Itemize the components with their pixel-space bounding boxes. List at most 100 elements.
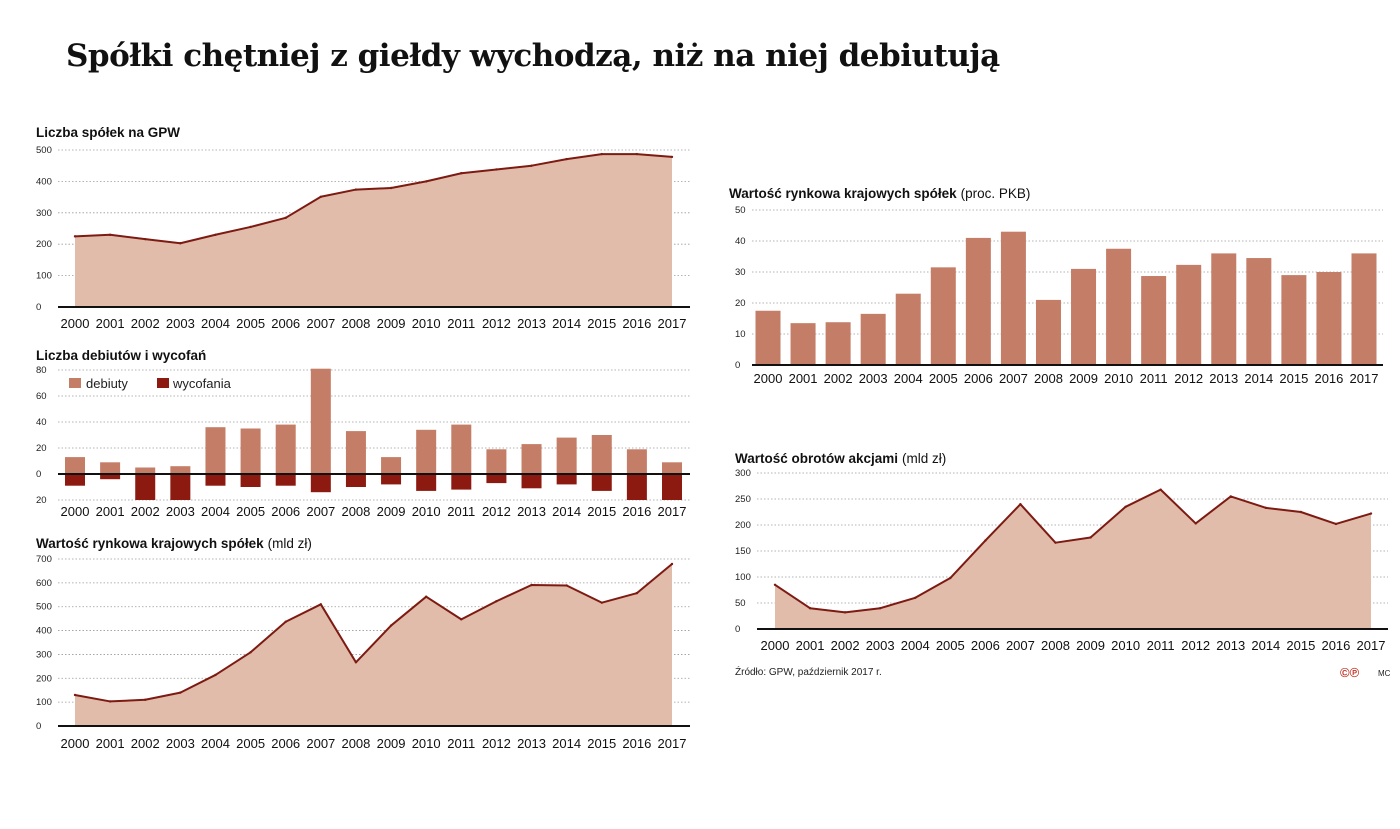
y-tick-label: 300	[36, 649, 52, 660]
x-tick-label: 2002	[131, 504, 160, 519]
x-tick-label: 2012	[482, 736, 511, 751]
bar-debiuty	[310, 368, 331, 474]
x-tick-label: 2008	[1041, 638, 1070, 653]
x-tick-label: 2007	[1006, 638, 1035, 653]
bar-wycofania	[205, 474, 226, 486]
data-point	[354, 188, 358, 191]
x-tick-label: 2000	[61, 316, 90, 331]
bar	[755, 310, 781, 365]
y-tick-label: 500	[36, 145, 52, 156]
bar	[1281, 275, 1307, 365]
data-point	[495, 600, 498, 603]
chart-title: Liczba debiutów i wycofań	[36, 348, 206, 363]
bar	[860, 313, 886, 365]
x-tick-label: 2005	[236, 316, 265, 331]
x-tick-label: 2005	[929, 371, 958, 386]
data-point	[214, 673, 217, 677]
data-point	[214, 233, 217, 236]
data-point	[179, 691, 182, 694]
x-tick-label: 2001	[796, 638, 825, 653]
bar-debiuty	[275, 424, 296, 474]
bar-debiuty	[345, 431, 366, 474]
data-point	[73, 235, 77, 238]
x-tick-label: 2003	[166, 504, 195, 519]
x-tick-label: 2011	[447, 504, 475, 519]
y-tick-label: 80	[36, 365, 47, 376]
y-tick-label: 20	[735, 298, 746, 309]
x-tick-label: 2001	[789, 371, 818, 386]
bar	[825, 322, 851, 365]
data-point	[530, 583, 533, 587]
chart-title-main: Liczba spółek na GPW	[36, 125, 180, 140]
x-tick-label: 2009	[1069, 371, 1098, 386]
data-point	[914, 596, 917, 599]
data-point	[73, 693, 77, 697]
x-tick-label: 2006	[271, 736, 300, 751]
data-point	[1229, 495, 1232, 498]
data-point	[319, 195, 323, 198]
y-tick-label: 100	[36, 271, 52, 282]
x-tick-label: 2015	[587, 316, 616, 331]
bar-debiuty	[591, 435, 612, 474]
data-point	[249, 651, 252, 654]
data-point	[284, 620, 287, 623]
data-point	[773, 583, 777, 586]
x-tick-label: 2013	[1209, 371, 1238, 386]
series-area	[775, 489, 1371, 629]
bar	[1316, 272, 1342, 365]
data-point	[843, 611, 847, 614]
data-point	[460, 172, 463, 175]
y-tick-label: 20	[36, 495, 47, 506]
bar-wycofania	[275, 474, 296, 486]
x-tick-label: 2004	[201, 736, 230, 751]
bar-wycofania	[135, 474, 156, 500]
data-point	[565, 157, 568, 161]
chart-debiuty-wycofania: Liczba debiutów i wycofań80604020020debi…	[36, 348, 690, 519]
x-tick-label: 2006	[271, 316, 300, 331]
x-tick-label: 2017	[658, 736, 687, 751]
data-point	[1299, 510, 1303, 514]
page-title: Spółki chętniej z giełdy wychodzą, niż n…	[66, 38, 1000, 74]
x-tick-label: 2011	[1140, 371, 1168, 386]
bar-wycofania	[451, 474, 472, 490]
data-point	[1124, 505, 1127, 508]
x-tick-label: 2012	[482, 316, 511, 331]
data-point	[1264, 506, 1268, 510]
data-point	[389, 624, 393, 627]
legend-swatch-debiuty	[69, 378, 81, 388]
x-tick-label: 2015	[1279, 371, 1308, 386]
chart-wartosc-obrotow: Wartość obrotów akcjami (mld zł) 0 50 100 150…	[735, 451, 1388, 653]
x-tick-label: 2009	[377, 736, 406, 751]
data-point	[600, 601, 603, 604]
y-tick-label: 300	[735, 468, 751, 479]
bar-wycofania	[100, 474, 121, 480]
x-tick-label: 2002	[131, 736, 160, 751]
data-point	[670, 562, 674, 566]
bar-wycofania	[345, 474, 366, 487]
bar-debiuty	[451, 424, 472, 474]
bar	[1106, 248, 1132, 365]
x-tick-label: 2003	[166, 316, 195, 331]
bar-debiuty	[521, 444, 542, 474]
bar-wycofania	[486, 474, 507, 484]
x-tick-label: 2009	[377, 504, 406, 519]
bar-debiuty	[486, 449, 507, 474]
x-tick-label: 2017	[1350, 371, 1379, 386]
chart-title-main: Wartość rynkowa krajowych spółek	[729, 186, 957, 201]
bar	[1141, 276, 1167, 365]
x-tick-label: 2000	[761, 638, 790, 653]
y-tick-label: 0	[735, 624, 740, 635]
x-tick-label: 2004	[894, 371, 923, 386]
x-tick-label: 2002	[824, 371, 853, 386]
y-tick-label: 100	[36, 697, 52, 708]
x-tick-label: 2006	[964, 371, 993, 386]
x-tick-label: 2003	[859, 371, 888, 386]
bar-debiuty	[381, 457, 402, 474]
x-tick-label: 2016	[1321, 638, 1350, 653]
y-tick-label: 400	[36, 626, 52, 637]
x-tick-label: 2001	[96, 504, 125, 519]
bar	[895, 293, 921, 365]
x-tick-label: 2003	[166, 736, 195, 751]
x-tick-label: 2010	[412, 316, 441, 331]
bar-wycofania	[591, 474, 612, 491]
